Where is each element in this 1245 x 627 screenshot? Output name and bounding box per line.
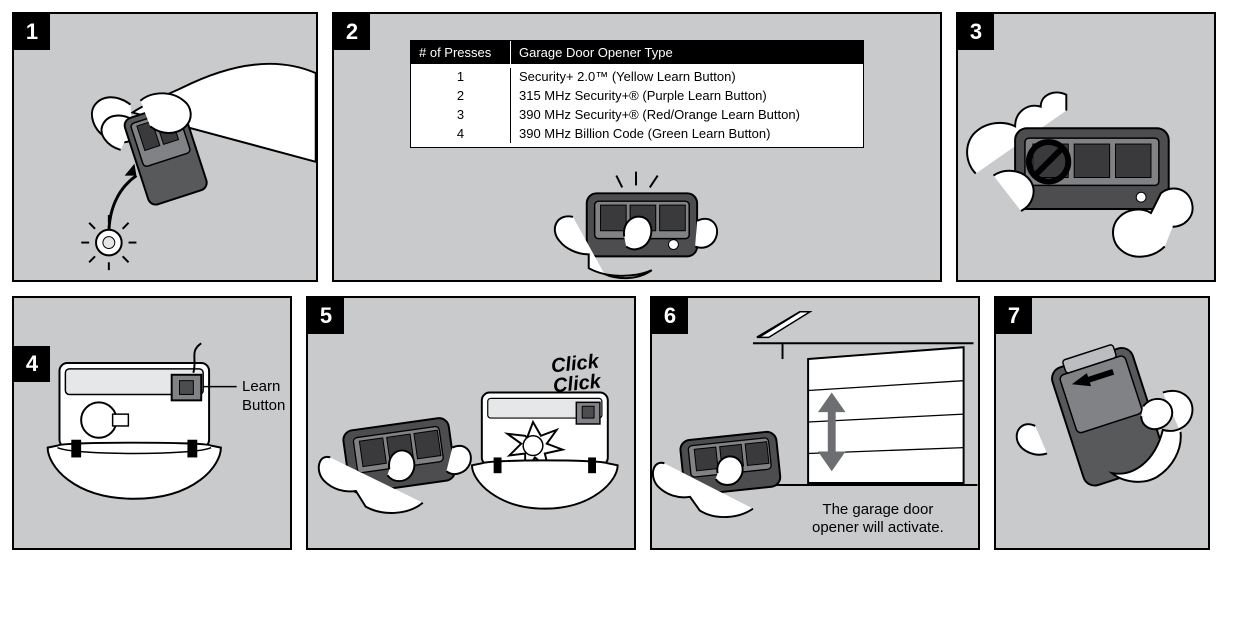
step-number-6: 6 (652, 298, 688, 334)
table-row: 1 Security+ 2.0™ (Yellow Learn Button) (411, 68, 863, 87)
instruction-grid: 1 (12, 12, 1233, 550)
panel-6: 6 (650, 296, 980, 550)
activate-caption: The garage door opener will activate. (812, 501, 944, 539)
panel-7-illustration (996, 298, 1208, 548)
panel-1: 1 (12, 12, 318, 282)
panel-7: 7 (994, 296, 1210, 550)
table-row: 3 390 MHz Security+® (Red/Orange Learn B… (411, 106, 863, 125)
col-presses: # of Presses (411, 41, 511, 64)
panel-5: 5 Click Click (306, 296, 636, 550)
col-type: Garage Door Opener Type (511, 41, 863, 64)
step-number-7: 7 (996, 298, 1032, 334)
step-number-3: 3 (958, 14, 994, 50)
table-header: # of Presses Garage Door Opener Type (411, 41, 863, 64)
panel-3-illustration (958, 14, 1214, 280)
panel-3: 3 (956, 12, 1216, 282)
panel-4: 4 Learn Button (12, 296, 292, 550)
table-body: 1 Security+ 2.0™ (Yellow Learn Button) 2… (411, 64, 863, 147)
step-number-4: 4 (14, 346, 50, 382)
step-number-5: 5 (308, 298, 344, 334)
step-number-2: 2 (334, 14, 370, 50)
table-row: 4 390 MHz Billion Code (Green Learn Butt… (411, 125, 863, 144)
table-row: 2 315 MHz Security+® (Purple Learn Butto… (411, 87, 863, 106)
panel-5-illustration (308, 298, 634, 548)
panel-4-illustration (14, 298, 290, 548)
panel-1-illustration (14, 14, 316, 280)
step-number-1: 1 (14, 14, 50, 50)
learn-button-label: Learn Button (242, 378, 285, 416)
panel-2: 2 # of Presses Garage Door Opener Type 1… (332, 12, 942, 282)
opener-type-table: # of Presses Garage Door Opener Type 1 S… (410, 40, 864, 148)
